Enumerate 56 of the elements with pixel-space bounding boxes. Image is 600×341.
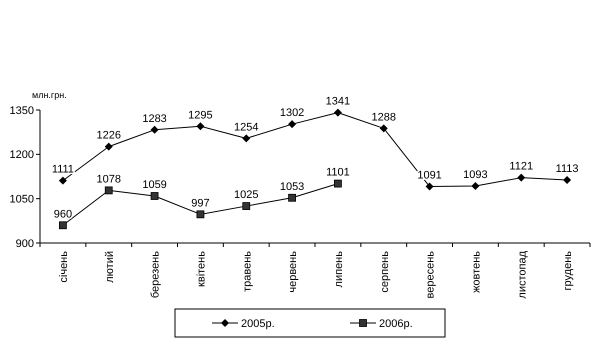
data-label: 1295 [188,109,213,122]
data-label: 1341 [326,96,350,108]
data-label: 997 [191,197,210,210]
data-label: 1025 [234,189,258,202]
x-tick-label: квітень [195,250,208,287]
data-label: 1302 [280,107,304,120]
x-tick-label: жовтень [470,250,482,293]
data-label: 1254 [234,121,258,134]
data-label: 1093 [463,168,488,181]
data-label: 1111 [52,164,74,176]
x-tick-label: червень [287,250,300,293]
x-tick-label: травень [241,250,254,292]
point [471,182,480,190]
y-tick-label: 1200 [10,149,34,162]
data-label: 1283 [142,112,167,125]
point [288,194,296,202]
x-tick-label: вересень [424,250,437,298]
point [288,120,296,128]
point [517,174,526,182]
point [150,126,159,134]
point [104,142,113,151]
y-tick-label: 1050 [10,194,34,206]
point [563,176,572,184]
point [59,221,67,230]
point [196,210,204,218]
point [242,134,250,142]
data-label: 1078 [96,173,121,186]
x-tick-label: серпень [378,250,391,293]
data-label: 960 [54,208,72,220]
data-label: 1059 [142,179,167,192]
data-label: 1288 [372,111,396,124]
data-label: 1053 [280,180,304,193]
point [150,192,158,200]
data-label: 1101 [326,166,350,179]
point [58,176,67,185]
point [104,186,113,194]
y-axis-title: млн.грн. [32,90,67,100]
x-tick-label: лютий [104,251,116,283]
point [380,124,388,132]
y-tick-label: 1350 [10,104,34,117]
y-tick-label: 900 [16,238,34,250]
data-label: 1226 [96,130,121,142]
x-tick-label: грудень [562,250,574,290]
x-tick-label: листопад [516,250,528,299]
point [242,202,250,210]
data-label: 1113 [556,163,579,176]
point [334,108,342,117]
data-label: 1121 [509,160,534,173]
x-tick-label: липень [332,250,345,288]
legend-label: 2006р. [379,318,413,330]
point [196,122,204,130]
legend-label: 2005р. [241,318,275,330]
point [334,180,342,188]
x-tick-label: січень [58,250,70,283]
point [426,182,434,191]
x-tick-label: березень [150,250,162,298]
